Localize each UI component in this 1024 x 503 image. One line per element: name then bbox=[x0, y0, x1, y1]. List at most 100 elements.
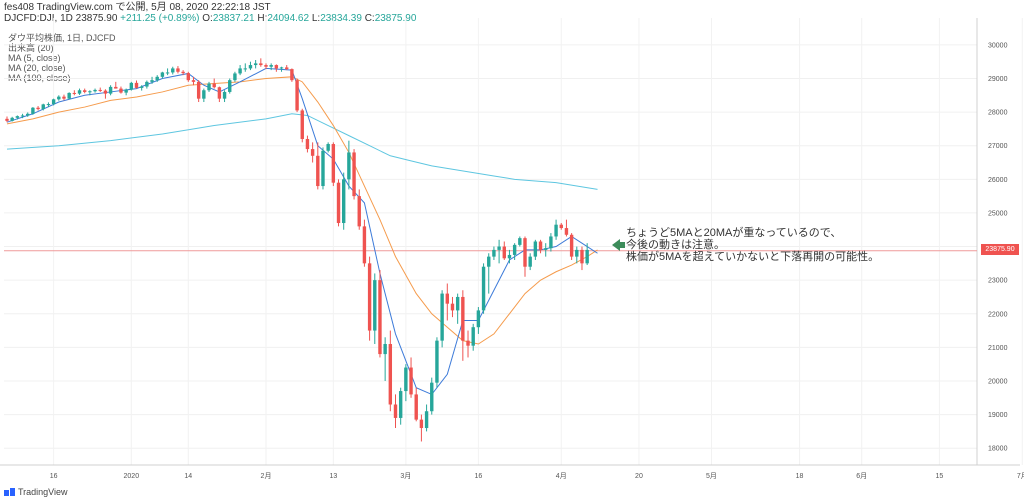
candle-body bbox=[67, 92, 71, 99]
candle-body bbox=[347, 152, 351, 180]
candle-body bbox=[497, 246, 501, 250]
candle-body bbox=[492, 249, 496, 257]
ohlc-line: DJCFD:DJI, 1D 23875.90 +211.25 (+0.89%) … bbox=[4, 13, 416, 24]
candle-body bbox=[20, 115, 25, 117]
high-label: H: bbox=[257, 13, 268, 24]
candle-body bbox=[450, 303, 455, 311]
candle-body bbox=[419, 419, 424, 429]
grid bbox=[4, 18, 1023, 465]
candle-body bbox=[466, 340, 470, 346]
candle-body bbox=[217, 87, 222, 99]
candle-body bbox=[114, 86, 118, 89]
x-tick-label: 7月 bbox=[1017, 472, 1024, 480]
time-axis[interactable]: 162020142月133月164月205月186月157月208月 bbox=[50, 472, 1024, 480]
candle-body bbox=[585, 249, 589, 264]
indicator-ma5[interactable]: MA (5, close) bbox=[8, 53, 61, 63]
candle-body bbox=[119, 88, 123, 93]
annotation-note[interactable]: ちょうど5MAと20MAが重なっているので、 今後の動きは注意。 株価が5MAを… bbox=[626, 227, 879, 263]
candle-body bbox=[305, 138, 310, 150]
candle-body bbox=[564, 228, 569, 235]
publish-line: fes408 TradingView.com で公開, 5月 08, 2020 … bbox=[4, 2, 271, 13]
candle-body bbox=[471, 327, 475, 346]
low-value: 23834.39 bbox=[320, 13, 362, 24]
x-tick-label: 4月 bbox=[556, 472, 567, 480]
y-tick-label: 19000 bbox=[988, 412, 1008, 419]
candle-body bbox=[378, 280, 382, 355]
candle-body bbox=[41, 104, 45, 110]
candle-body bbox=[139, 86, 144, 88]
close-label: C: bbox=[364, 13, 375, 24]
indicator-volume[interactable]: 出来高 (20) bbox=[8, 43, 54, 53]
y-tick-label: 23000 bbox=[988, 278, 1008, 285]
candle-body bbox=[83, 90, 87, 92]
x-tick-label: 6月 bbox=[856, 472, 867, 480]
indicator-symbol[interactable]: ダウ平均株価, 1日, DJCFD bbox=[8, 33, 116, 43]
y-tick-label: 26000 bbox=[988, 177, 1008, 184]
candle-body bbox=[440, 293, 444, 341]
candle-body bbox=[264, 65, 268, 67]
candle-body bbox=[202, 90, 206, 99]
candle-body bbox=[15, 116, 20, 118]
candle-body bbox=[310, 149, 315, 156]
candle-body bbox=[321, 150, 325, 187]
candle-body bbox=[326, 144, 330, 151]
candle-body bbox=[248, 65, 253, 69]
y-tick-label: 22000 bbox=[988, 311, 1008, 318]
candle-body bbox=[538, 241, 543, 250]
open-value: 23837.21 bbox=[212, 13, 255, 24]
candle-body bbox=[559, 224, 563, 229]
candle-body bbox=[580, 249, 584, 264]
candle-body bbox=[300, 110, 304, 139]
candle-body bbox=[181, 71, 185, 74]
candle-body bbox=[414, 394, 418, 420]
y-tick-label: 28000 bbox=[988, 110, 1008, 117]
candle-body bbox=[124, 89, 128, 93]
candle-body bbox=[196, 81, 201, 99]
candle-body bbox=[544, 248, 548, 250]
candle-body bbox=[393, 404, 398, 418]
candle-body bbox=[51, 99, 56, 105]
ma100-line bbox=[6, 113, 598, 190]
candle-body bbox=[103, 90, 108, 94]
candle-body bbox=[222, 91, 227, 99]
candle-body bbox=[160, 72, 165, 77]
candle-body bbox=[342, 179, 346, 224]
candle-body bbox=[72, 92, 77, 94]
x-tick-label: 15 bbox=[936, 473, 944, 480]
candle-body bbox=[404, 367, 408, 392]
candle-body bbox=[554, 224, 558, 237]
candle-body bbox=[295, 80, 299, 111]
candle-body bbox=[502, 246, 506, 259]
candle-body bbox=[461, 296, 465, 341]
y-tick-label: 18000 bbox=[988, 446, 1008, 453]
x-tick-label: 2月 bbox=[261, 472, 272, 480]
candle-body bbox=[10, 117, 14, 121]
candles bbox=[5, 58, 589, 442]
open-label: O: bbox=[202, 13, 213, 24]
candle-body bbox=[207, 83, 211, 91]
tradingview-logo-icon bbox=[4, 488, 15, 496]
brand-label[interactable]: TradingView bbox=[18, 487, 68, 497]
x-tick-label: 5月 bbox=[706, 472, 717, 480]
candle-body bbox=[507, 254, 512, 259]
x-tick-label: 14 bbox=[184, 473, 192, 480]
candle-body bbox=[77, 90, 82, 94]
candle-body bbox=[512, 244, 517, 255]
indicator-ma20[interactable]: MA (20, close) bbox=[8, 63, 66, 73]
candle-body bbox=[36, 107, 40, 110]
candle-body bbox=[212, 83, 216, 88]
candle-body bbox=[575, 249, 579, 257]
candle-body bbox=[549, 236, 553, 249]
candle-body bbox=[455, 296, 460, 311]
candle-body bbox=[523, 238, 527, 267]
x-tick-label: 13 bbox=[329, 473, 337, 480]
arrow-icon bbox=[612, 239, 625, 251]
candle-body bbox=[435, 340, 439, 383]
footer: TradingView bbox=[4, 487, 68, 497]
candle-body bbox=[533, 241, 538, 257]
chart-header: fes408 TradingView.com で公開, 5月 08, 2020 … bbox=[4, 2, 416, 24]
candle-body bbox=[57, 96, 61, 100]
y-tick-label: 25000 bbox=[988, 210, 1008, 217]
candle-body bbox=[336, 182, 341, 224]
